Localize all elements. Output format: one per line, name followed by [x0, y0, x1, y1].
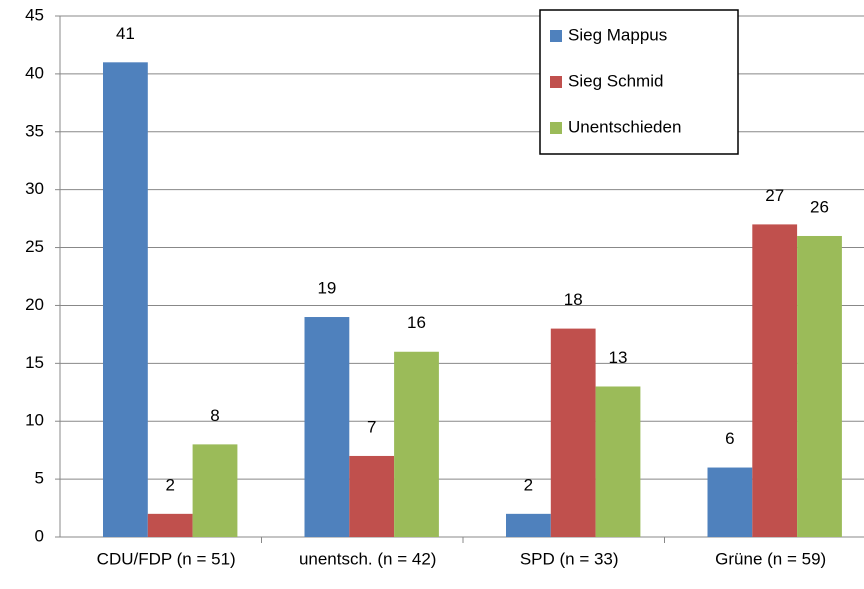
y-tick-label: 10 — [25, 411, 44, 430]
legend-swatch — [550, 30, 562, 42]
data-label: 2 — [524, 475, 533, 494]
x-tick-label: unentsch. (n = 42) — [299, 549, 437, 568]
bar — [595, 386, 641, 537]
y-tick-label: 15 — [25, 353, 44, 372]
data-label: 13 — [609, 348, 628, 367]
x-tick-label: CDU/FDP (n = 51) — [97, 549, 236, 568]
data-label: 18 — [564, 290, 583, 309]
y-tick-label: 45 — [25, 5, 44, 24]
bar — [506, 513, 551, 537]
y-tick-label: 35 — [25, 121, 44, 140]
legend-swatch — [550, 76, 562, 88]
legend-box — [539, 9, 739, 155]
x-tick-label: Grüne (n = 59) — [715, 549, 826, 568]
data-label: 27 — [765, 186, 784, 205]
data-label: 8 — [210, 406, 219, 425]
bar — [797, 235, 842, 537]
bar — [304, 317, 350, 537]
bar — [394, 351, 439, 537]
legend-label: Sieg Schmid — [568, 71, 663, 90]
data-label: 2 — [165, 475, 174, 494]
bar — [349, 455, 395, 537]
legend-label: Unentschieden — [568, 117, 681, 136]
x-tick-label: SPD (n = 33) — [520, 549, 619, 568]
bar — [147, 513, 193, 537]
y-tick-label: 5 — [35, 469, 44, 488]
bar — [192, 444, 238, 537]
data-label: 7 — [367, 417, 376, 436]
bar — [103, 62, 148, 538]
bar — [752, 224, 798, 537]
data-label: 19 — [317, 279, 336, 298]
data-label: 41 — [116, 24, 135, 43]
y-tick-label: 0 — [35, 526, 44, 545]
y-tick-label: 20 — [25, 295, 44, 314]
y-tick-label: 40 — [25, 63, 44, 82]
data-label: 16 — [407, 313, 426, 332]
bar — [550, 328, 596, 537]
bar — [707, 467, 753, 537]
data-label: 26 — [810, 197, 829, 216]
y-tick-label: 25 — [25, 237, 44, 256]
y-tick-label: 30 — [25, 179, 44, 198]
data-label: 6 — [725, 429, 734, 448]
legend-swatch — [550, 122, 562, 134]
legend-label: Sieg Mappus — [568, 25, 667, 44]
